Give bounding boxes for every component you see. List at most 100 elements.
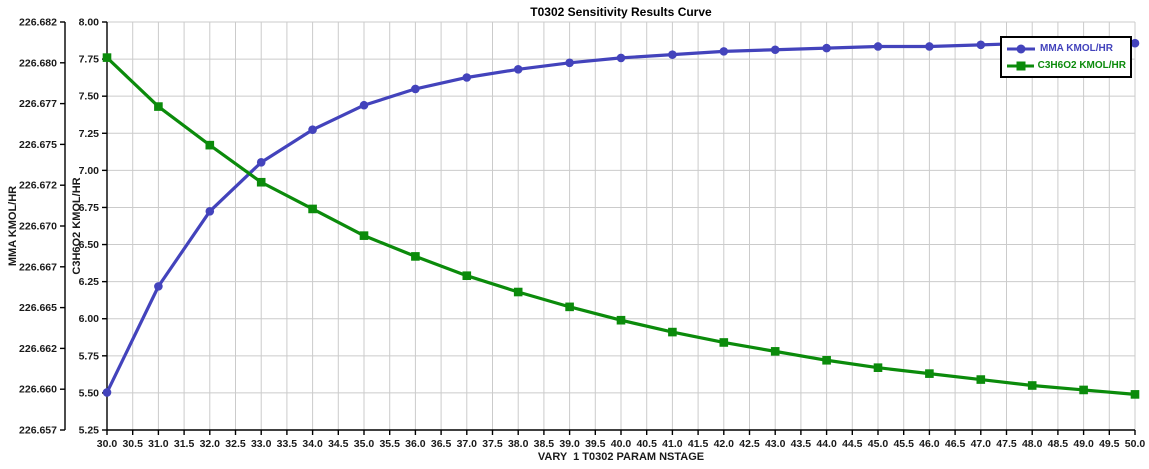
x-tick-label: 32.5 <box>225 438 246 450</box>
x-axis: 30.0 30.5 31.0 31.5 32.0 32.5 33.0 33.5 34.0 34.5… <box>97 429 1146 450</box>
x-tick-label: 44.0 <box>816 438 837 450</box>
mma-data-point <box>925 42 934 51</box>
mma-data-point <box>411 84 420 94</box>
x-tick-label: 38.5 <box>534 438 555 450</box>
x-tick-label: 47.0 <box>971 438 992 450</box>
c3h6o2-data-point <box>256 177 266 187</box>
x-tick-label: 31.0 <box>148 438 169 450</box>
right-y-tick-label: 6.25 <box>79 276 100 288</box>
legend-label-c3h6o2: C3H6O2 KMOL/HR <box>1037 60 1126 71</box>
x-tick-label: 46.0 <box>919 438 940 450</box>
x-tick-label: 45.5 <box>893 438 914 450</box>
x-tick-label: 35.5 <box>379 438 400 450</box>
mma-data-point <box>513 65 523 74</box>
c3h6o2-data-point <box>359 231 369 240</box>
left-y-tick-label: 226.680 <box>19 57 57 69</box>
chart-title: T0302 Sensitivity Results Curve <box>530 5 712 19</box>
x-tick-label: 34.0 <box>302 438 323 450</box>
mma-data-point <box>359 100 369 110</box>
right-y-tick-label: 6.50 <box>79 239 100 251</box>
c3h6o2-data-point <box>616 315 626 325</box>
c3h6o2-data-point <box>1027 381 1037 390</box>
legend-item-c3h6o2: C3H6O2 KMOL/HR <box>1006 57 1126 74</box>
x-tick-label: 40.0 <box>611 438 632 450</box>
right-y-tick-label: 7.75 <box>79 54 100 66</box>
mma-data-point <box>462 73 472 82</box>
mma-data-point <box>1130 38 1140 48</box>
x-tick-label: 31.5 <box>174 438 195 450</box>
x-tick-label: 48.0 <box>1022 438 1043 450</box>
c3h6o2-data-point <box>822 355 831 365</box>
left-y-tick-label: 226.660 <box>19 384 57 396</box>
right-y-tick-label: 7.00 <box>79 165 100 177</box>
c3h6o2-data-point <box>154 102 163 111</box>
legend: MMA KMOL/HR C3H6O2 KMOL/HR <box>1000 36 1132 78</box>
c3h6o2-data-point <box>308 204 317 214</box>
series-mma <box>102 38 1140 397</box>
x-axis-title: VARY 1 T0302 PARAM NSTAGE <box>537 451 705 463</box>
c3h6o2-data-point <box>565 302 574 312</box>
x-tick-label: 48.5 <box>1048 438 1069 450</box>
x-tick-label: 33.0 <box>251 438 272 450</box>
left-y-tick-label: 226.657 <box>19 425 57 437</box>
mma-data-point <box>668 50 677 59</box>
x-tick-label: 42.5 <box>739 438 760 450</box>
x-tick-label: 37.0 <box>457 438 478 450</box>
mma-data-point <box>256 158 266 167</box>
gridlines <box>106 21 1136 431</box>
mma-data-point <box>976 40 986 50</box>
x-tick-label: 35.0 <box>354 438 375 450</box>
c3h6o2-data-point <box>1079 385 1088 395</box>
right-y-tick-label: 5.25 <box>79 425 100 437</box>
c3h6o2-data-point <box>925 369 934 378</box>
left-y-tick-label: 226.662 <box>19 343 57 355</box>
left-y-tick-label: 226.665 <box>19 302 57 314</box>
c3h6o2-data-point <box>1130 390 1140 399</box>
mma-data-point <box>822 43 831 53</box>
x-tick-label: 49.5 <box>1099 438 1120 450</box>
legend-item-mma: MMA KMOL/HR <box>1006 40 1126 57</box>
x-tick-label: 50.0 <box>1125 438 1146 450</box>
x-tick-label: 38.0 <box>508 438 529 450</box>
series-c3h6o2 <box>102 53 1140 399</box>
c3h6o2-data-point <box>976 375 986 384</box>
c3h6o2-data-point <box>205 140 215 150</box>
c3h6o2-data-point <box>873 363 883 372</box>
x-tick-label: 42.0 <box>714 438 735 450</box>
right-y-tick-label: 7.25 <box>79 128 100 140</box>
x-tick-label: 36.5 <box>431 438 452 450</box>
right-y-tick-label: 6.00 <box>79 313 100 325</box>
x-tick-label: 44.5 <box>842 438 863 450</box>
x-tick-label: 43.0 <box>765 438 786 450</box>
left-y-tick-label: 226.677 <box>19 98 57 110</box>
right-y-axis: 5.25 5.50 5.75 6.00 6.25 6.50 6.75 7.00 7.25 7.50… <box>79 17 108 437</box>
c3h6o2-line-marker-swatch <box>1007 61 1034 70</box>
x-tick-label: 32.0 <box>200 438 221 450</box>
mma-data-point <box>102 388 112 397</box>
mma-data-point <box>873 42 883 51</box>
x-tick-label: 49.0 <box>1073 438 1094 450</box>
left-y-axis-title: MMA KMOL/HR <box>7 185 19 267</box>
x-tick-label: 39.5 <box>585 438 606 450</box>
x-tick-label: 39.0 <box>559 438 580 450</box>
left-y-tick-label: 226.667 <box>19 261 57 273</box>
right-y-tick-label: 8.00 <box>79 17 100 29</box>
mma-data-point <box>565 58 574 68</box>
x-tick-label: 30.5 <box>122 438 143 450</box>
x-tick-label: 41.0 <box>662 438 683 450</box>
x-tick-label: 36.0 <box>405 438 426 450</box>
c3h6o2-data-point <box>513 287 523 297</box>
left-y-tick-label: 226.670 <box>19 221 57 233</box>
x-tick-label: 30.0 <box>97 438 118 450</box>
mma-data-point <box>154 282 163 291</box>
x-tick-label: 43.5 <box>791 438 812 450</box>
c3h6o2-data-point <box>668 327 677 337</box>
right-y-tick-label: 7.50 <box>79 91 100 103</box>
right-y-axis-title: C3H6O2 KMOL/HR <box>71 177 83 275</box>
mma-data-point <box>308 125 317 135</box>
x-tick-label: 41.5 <box>688 438 709 450</box>
left-y-tick-label: 226.672 <box>19 180 57 192</box>
x-tick-label: 34.5 <box>328 438 349 450</box>
